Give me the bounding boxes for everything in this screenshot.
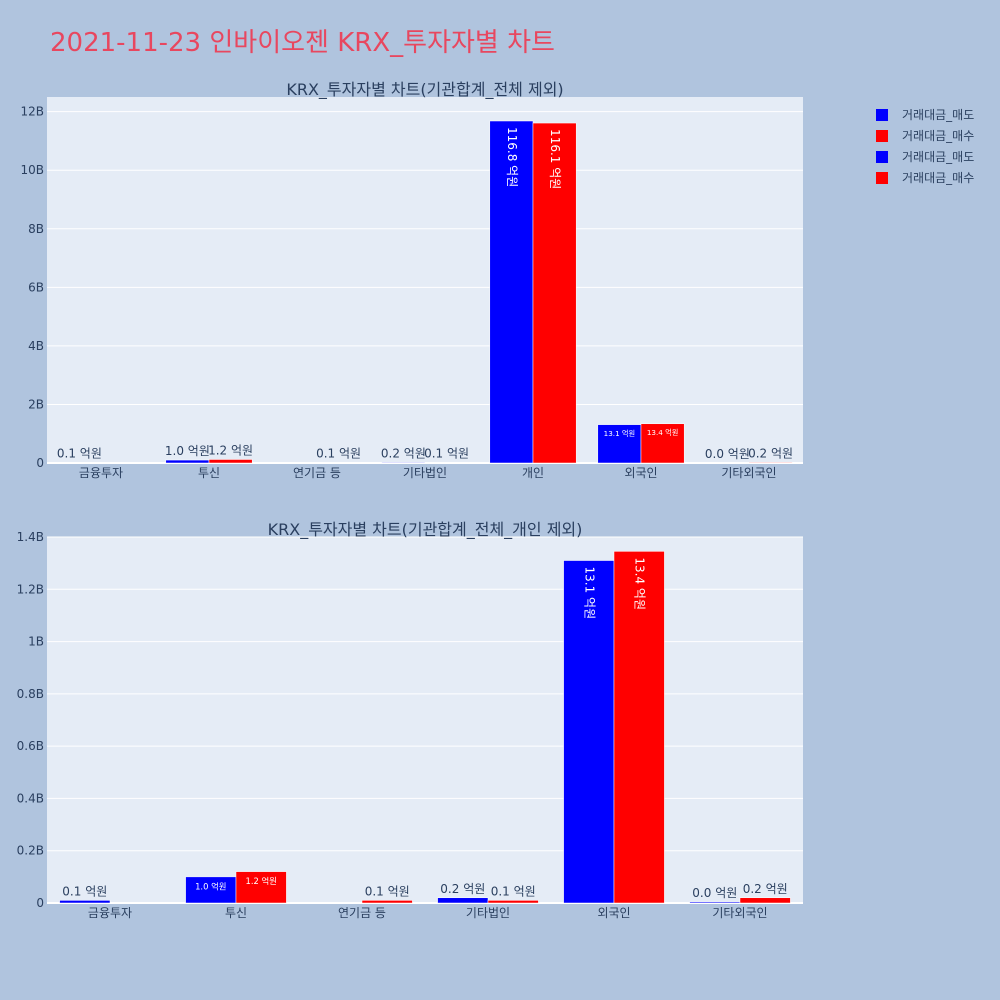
data-label: 1.2 억원 [208,443,253,457]
chart-top: 0 2B 4B 6B 8B 10B 12B KRX_투자자별 차트(기관합계_전체 제외) 금융… [20,80,803,480]
bar [361,900,413,904]
y-tick-label: 1.2B [17,582,44,596]
legend-swatch [876,109,888,121]
data-label: 13.1 억원 [604,429,636,438]
data-label: 0.2 억원 [748,446,793,460]
y-tick-label: 12B [20,105,44,119]
x-tick-label: 기타법인 [403,466,447,480]
legend-label: 거래대금_매도 [902,150,974,164]
data-label: 116.8 억원 [505,127,519,187]
y-tick-label: 0.6B [17,739,44,753]
data-label: 0.2 억원 [381,446,426,460]
data-label: 0.1 억원 [316,447,361,461]
x-tick-label: 연기금 등 [293,466,341,480]
bar [59,900,111,904]
data-label: 0.1 억원 [491,884,536,898]
data-label: 0.2 억원 [440,882,485,896]
data-label: 13.4 억원 [633,557,647,610]
bar [437,897,489,904]
plot-area [47,97,803,463]
x-tick-label: 연기금 등 [338,906,386,920]
y-tick-label: 0 [36,456,44,470]
legend-label: 거래대금_매수 [902,171,974,185]
bar [597,424,642,464]
y-tick-label: 6B [28,280,44,294]
y-tick-label: 0.8B [17,687,44,701]
data-label: 0.1 억원 [62,884,107,898]
legend-swatch [876,151,888,163]
x-tick-label: 개인 [522,466,544,480]
plot-area [47,537,803,903]
bar [208,459,253,464]
legend-swatch [876,130,888,142]
legend-swatch [876,172,888,184]
x-tick-label: 투신 [198,466,220,480]
bar [613,551,665,904]
y-tick-label: 0.4B [17,791,44,805]
y-tick-label: 0 [36,896,44,910]
y-tick-label: 8B [28,222,44,236]
legend-label: 거래대금_매수 [902,129,974,143]
bar [487,900,539,904]
x-tick-label: 외국인 [597,906,630,920]
x-tick-label: 기타법인 [466,906,510,920]
data-label: 0.0 억원 [705,447,750,461]
x-tick-label: 기타외국인 [721,466,776,480]
bar [489,120,534,464]
data-label: 1.2 억원 [245,876,276,886]
y-tick-label: 1B [28,635,44,649]
x-tick-label: 외국인 [624,466,657,480]
y-tick-label: 4B [28,339,44,353]
data-label: 0.0 억원 [692,886,737,900]
data-label: 1.0 억원 [165,444,210,458]
y-tick-label: 2B [28,397,44,411]
data-label: 13.4 억원 [647,428,679,437]
bar [748,462,793,464]
bar [532,122,577,464]
bar [689,901,741,904]
legend-label: 거래대금_매도 [902,108,974,122]
x-tick-label: 금융투자 [88,906,132,920]
bar [640,423,685,464]
bar [165,459,210,464]
x-tick-label: 기타외국인 [712,906,767,920]
y-tick-label: 1.4B [17,530,44,544]
y-tick-label: 10B [20,163,44,177]
page-title: 2021-11-23 인바이오젠 KRX_투자자별 차트 [50,28,555,58]
chart-title: KRX_투자자별 차트(기관합계_전체_개인 제외) [268,520,583,540]
data-label: 1.0 억원 [195,881,226,891]
data-label: 0.2 억원 [743,882,788,896]
chart-title: KRX_투자자별 차트(기관합계_전체 제외) [286,80,563,100]
y-tick-label: 0.2B [17,844,44,858]
x-tick-label: 투신 [225,906,247,920]
data-label: 0.1 억원 [57,447,102,461]
data-label: 0.1 억원 [424,447,469,461]
data-label: 0.1 억원 [365,884,410,898]
bar [381,462,426,464]
bar [563,560,615,904]
data-label: 13.1 억원 [582,567,596,620]
data-label: 116.1 억원 [548,129,562,189]
chart-bottom: 0 0.2B 0.4B 0.6B 0.8B 1B 1.2B 1.4B KRX_투자자별 차트(기… [17,520,803,920]
bar [235,871,287,904]
bar [739,897,791,904]
x-tick-label: 금융투자 [79,466,123,480]
